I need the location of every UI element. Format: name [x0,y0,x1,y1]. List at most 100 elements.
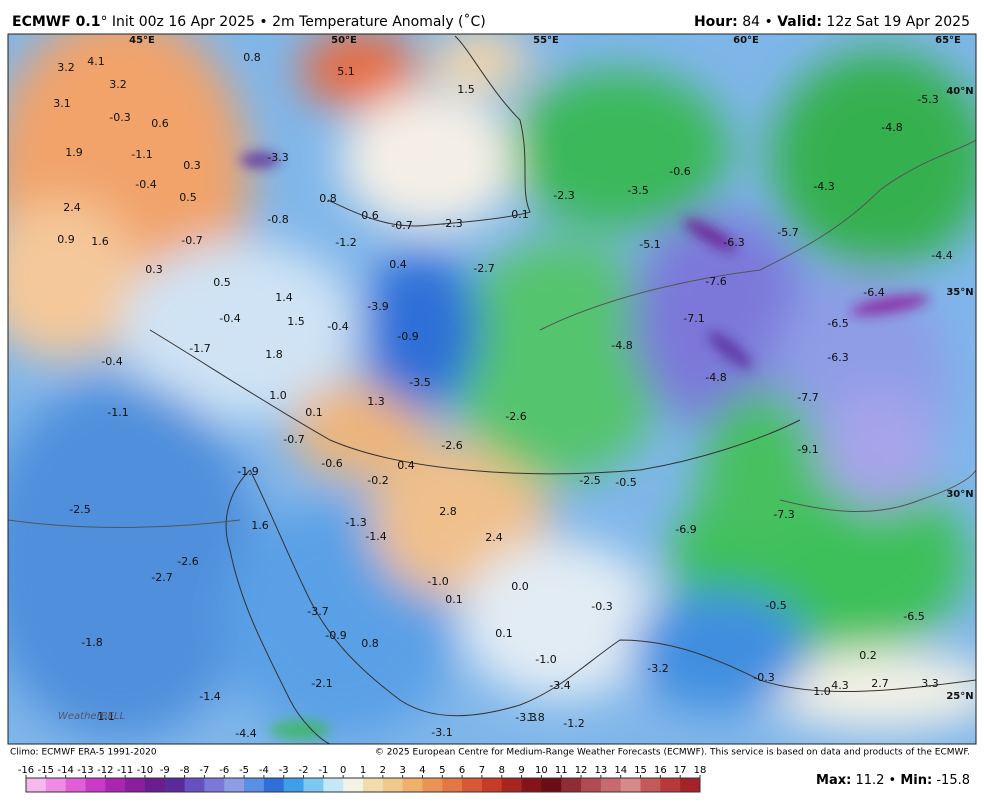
anomaly-label: 1.8 [265,348,283,361]
colorbar-cell [501,778,523,792]
map-frame [7,33,977,745]
grid-label: 50°E [331,35,357,46]
anomaly-label: -0.8 [267,213,288,226]
colorbar-cell [382,778,404,792]
anomaly-label: 1.9 [65,146,83,159]
anomaly-label: 1.1 [97,710,115,723]
anomaly-label: -4.8 [611,339,632,352]
colorbar-tick-label: 1 [360,765,366,776]
anomaly-label: -3.7 [307,605,328,618]
anomaly-label: 2.4 [63,201,81,214]
anomaly-label: -6.5 [903,610,924,623]
anomaly-label: -1.4 [365,530,386,543]
anomaly-label: 4.1 [87,55,105,68]
copyright: © 2025 European Centre for Medium-Range … [375,748,970,758]
anomaly-label: -1.1 [131,148,152,161]
anomaly-label: 0.8 [243,51,261,64]
anomaly-label: -7.3 [773,508,794,521]
colorbar-tick-label: 17 [674,765,687,776]
anomaly-label: -4.4 [931,249,952,262]
anomaly-label: -6.4 [863,286,884,299]
anomaly-label: 2.8 [439,505,457,518]
colorbar-cell [85,778,106,792]
anomaly-label: -2.6 [441,439,462,452]
grid-label: 25°N [946,691,973,702]
colorbar-tick-label: 12 [575,765,588,776]
colorbar-cell [125,778,146,792]
colorbar-tick-label: 14 [614,765,627,776]
anomaly-label: -2.7 [151,571,172,584]
anomaly-label: -3.9 [367,300,388,313]
anomaly-label: -2.3 [553,189,574,202]
anomaly-label: 0.3 [145,263,163,276]
anomaly-label: -3.5 [627,184,648,197]
grid-label: 40°N [946,86,973,97]
anomaly-label: -0.9 [325,629,346,642]
anomaly-label: 1.5 [287,315,305,328]
colorbar-cell [620,778,642,792]
anomaly-label: 0.1 [511,208,529,221]
anomaly-label: -2.5 [69,503,90,516]
colorbar-tick-label: -1 [318,765,328,776]
anomaly-label: -2.1 [311,677,332,690]
anomaly-label: -4.3 [813,180,834,193]
colorbar-tick-label: -2 [299,765,309,776]
anomaly-label: -2.6 [177,555,198,568]
anomaly-label: -6.3 [827,351,848,364]
anomaly-label: -5.7 [777,226,798,239]
colorbar-tick-label: -3 [279,765,289,776]
colorbar-cell [26,778,47,792]
anomaly-label: -0.7 [181,234,202,247]
anomaly-label: -7.6 [705,275,726,288]
anomaly-label: -4.8 [881,121,902,134]
colorbar-tick-label: 2 [380,765,386,776]
anomaly-label: -1.0 [535,653,556,666]
anomaly-label: -2.5 [579,474,600,487]
colorbar-cell [204,778,225,792]
grid-label: 45°E [129,35,155,46]
grid-label: 30°N [946,489,973,500]
anomaly-label: -0.4 [219,312,240,325]
anomaly-label: -0.6 [669,165,690,178]
anomaly-label: 1.5 [457,83,475,96]
anomaly-label: -2.7 [473,262,494,275]
grid-label: 55°E [533,35,559,46]
anomaly-label: -7.7 [797,391,818,404]
colorbar-cell [561,778,582,792]
coastlines [8,35,976,744]
valid-info: Hour: 84 • Valid: 12z Sat 19 Apr 2025 [694,14,970,30]
colorbar-tick-label: -4 [259,765,269,776]
colorbar-cell [144,778,166,792]
title: ECMWF 0.1° Init 00z 16 Apr 2025 • 2m Tem… [12,13,486,30]
colorbar-tick-label: 8 [499,765,505,776]
anomaly-label: 0.1 [495,627,513,640]
colorbar-cell [343,778,364,792]
anomaly-label: 0.5 [213,276,231,289]
anomaly-label: -0.3 [591,600,612,613]
anomaly-label: 0.8 [319,192,337,205]
colorbar-cell [363,778,384,792]
anomaly-label: 0.2 [859,649,877,662]
anomaly-label: 1.3 [367,395,385,408]
colorbar-cell [303,778,324,792]
anomaly-label: -1.3 [345,516,366,529]
anomaly-label: -3.4 [549,679,570,692]
anomaly-label: -4.8 [705,371,726,384]
anomaly-label: -0.3 [753,671,774,684]
anomaly-label: 0.6 [361,209,379,222]
colorbar-tick-label: -8 [180,765,190,776]
anomaly-label: 0.4 [397,459,415,472]
colorbar-tick-label: -6 [219,765,229,776]
anomaly-label: -1.7 [189,342,210,355]
climo: Climo: ECMWF ERA-5 1991-2020 [10,748,157,758]
anomaly-label: 0.8 [361,637,379,650]
colorbar-cell [323,778,344,792]
anomaly-label: 1.0 [813,685,831,698]
colorbar-tick-label: 10 [535,765,548,776]
colorbar-tick-label: 9 [518,765,524,776]
colorbar-tick-label: 18 [694,765,707,776]
anomaly-label: -0.5 [765,599,786,612]
anomaly-label: 3.3 [921,677,939,690]
colorbar-tick-label: -12 [97,765,113,776]
